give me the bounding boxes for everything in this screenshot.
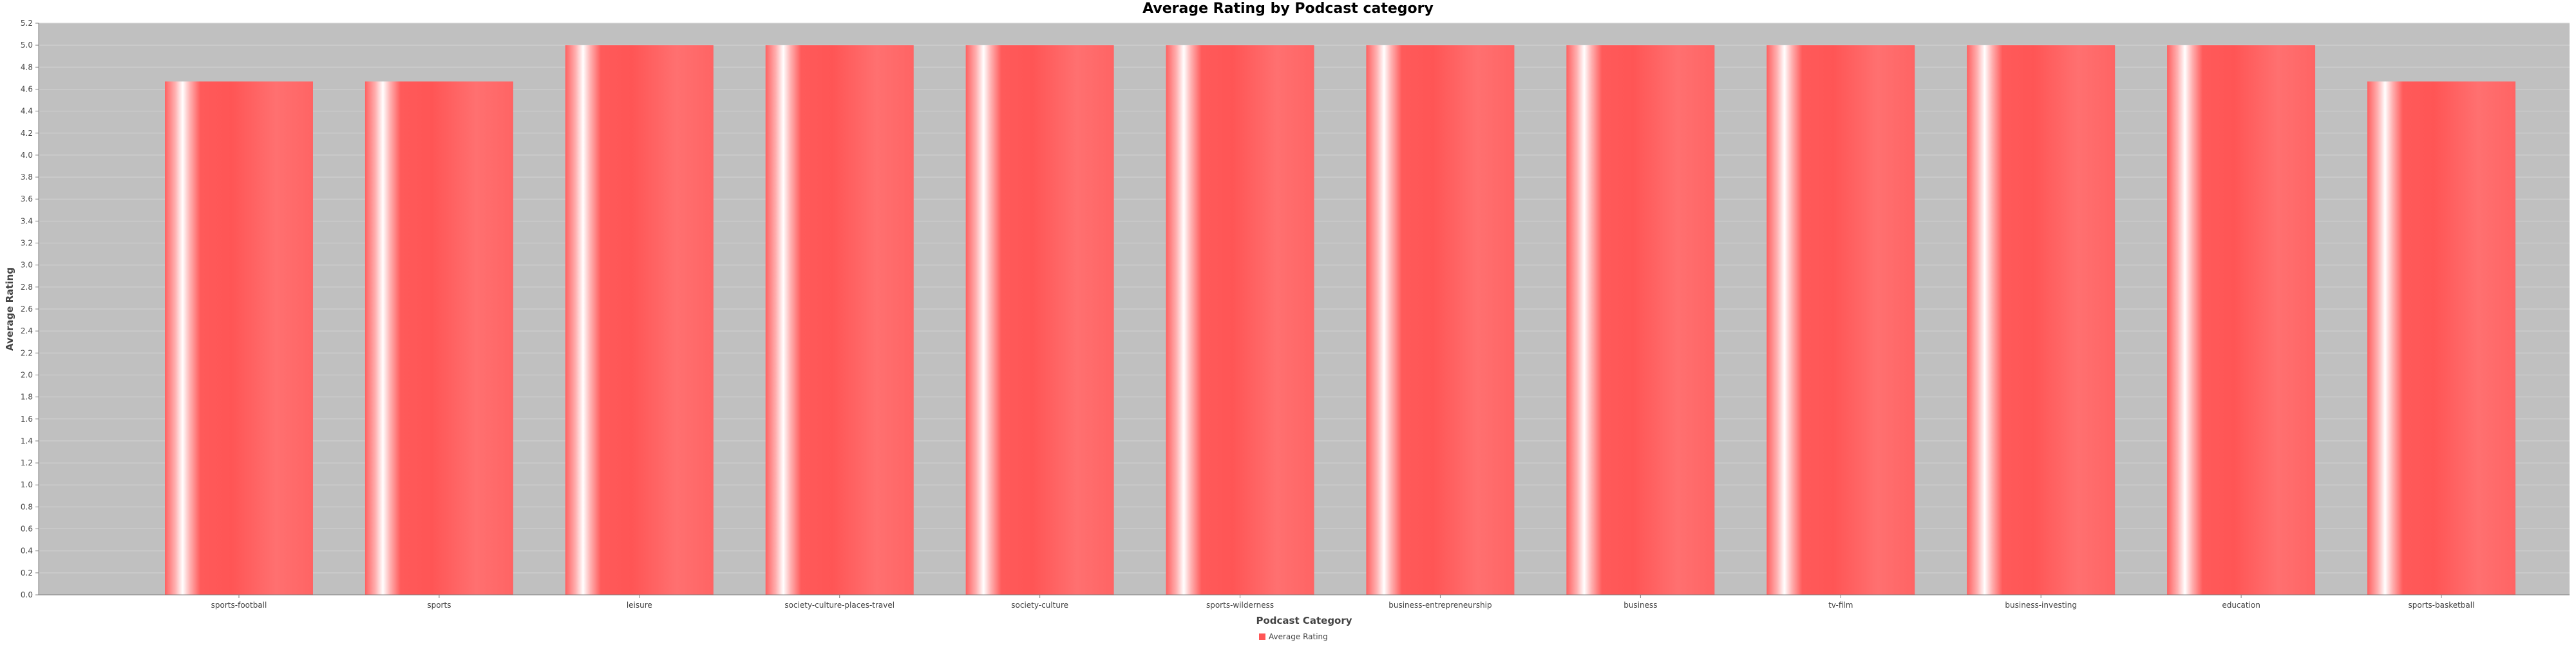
bar-business-entrepreneurship (1366, 45, 1515, 595)
bar-tv-film (1766, 45, 1915, 595)
y-tick-label: 1.0 (21, 480, 33, 489)
y-tick-label: 0.8 (21, 502, 33, 511)
x-category-label: leisure (627, 601, 652, 610)
bar-sports-wilderness (1166, 45, 1314, 595)
bar-leisure (565, 45, 714, 595)
y-tick-label: 1.4 (21, 436, 33, 445)
y-axis-title: Average Rating (4, 267, 15, 351)
y-tick-label: 4.4 (21, 107, 33, 116)
y-tick-label: 3.8 (21, 173, 33, 182)
x-category-labels: sports-football sports leisure society-cult… (211, 595, 2475, 610)
y-tick-label: 0.4 (21, 547, 33, 556)
bar-sports-football (165, 81, 313, 595)
x-category-label: business (1624, 601, 1657, 610)
y-tick-label: 2.4 (21, 326, 33, 335)
x-category-label: society-culture (1011, 601, 1068, 610)
y-tick-label: 4.2 (21, 129, 33, 138)
x-category-label: sports-basketball (2409, 601, 2475, 610)
y-tick-label: 3.4 (21, 216, 33, 225)
y-tick-label: 2.6 (21, 305, 33, 314)
y-tick-label: 4.8 (21, 62, 33, 71)
x-category-label: sports-football (211, 601, 267, 610)
x-category-label: business-entrepreneurship (1388, 601, 1492, 610)
x-axis-title: Podcast Category (1256, 615, 1352, 626)
bar-society-culture (965, 45, 1114, 595)
y-tick-label: 0.2 (21, 568, 33, 577)
y-tick-label: 1.6 (21, 415, 33, 424)
y-tick-label: 2.0 (21, 370, 33, 379)
y-tick-label: 3.6 (21, 194, 33, 203)
x-category-label: tv-film (1828, 601, 1853, 610)
bar-sports-basketball (2367, 81, 2515, 595)
y-tick-label: 5.0 (21, 41, 33, 50)
bar-business (1566, 45, 1715, 595)
y-tick-label: 4.0 (21, 151, 33, 160)
bar-business-investing (1967, 45, 2116, 595)
bar-society-culture-places-travel (765, 45, 914, 595)
y-tick-label: 4.6 (21, 84, 33, 93)
bars (165, 45, 2515, 595)
bar-sports (365, 81, 513, 595)
y-tick-label: 1.2 (21, 458, 33, 467)
y-tick-label: 3.0 (21, 261, 33, 270)
x-category-label: society-culture-places-travel (784, 601, 895, 610)
legend-label: Average Rating (1269, 632, 1328, 641)
y-tick-label: 2.8 (21, 283, 33, 292)
chart-title: Average Rating by Podcast category (1142, 1, 1434, 17)
legend: Average Rating (1259, 632, 1328, 641)
y-tick-label: 3.2 (21, 239, 33, 248)
y-tick-labels: 0.0 0.2 0.4 0.6 0.8 1.0 1.2 1.4 1.6 1.8 2.0 2.2 2.4 2… (21, 19, 39, 599)
y-tick-label: 5.2 (21, 19, 33, 28)
y-tick-label: 2.2 (21, 348, 33, 357)
x-category-label: sports-wilderness (1206, 601, 1274, 610)
y-tick-label: 0.0 (21, 590, 33, 599)
bar-education (2167, 45, 2316, 595)
legend-swatch (1259, 633, 1265, 640)
x-category-label: business-investing (2005, 601, 2077, 610)
y-tick-label: 0.6 (21, 525, 33, 534)
x-category-label: education (2222, 601, 2260, 610)
x-category-label: sports (427, 601, 451, 610)
y-tick-label: 1.8 (21, 393, 33, 402)
